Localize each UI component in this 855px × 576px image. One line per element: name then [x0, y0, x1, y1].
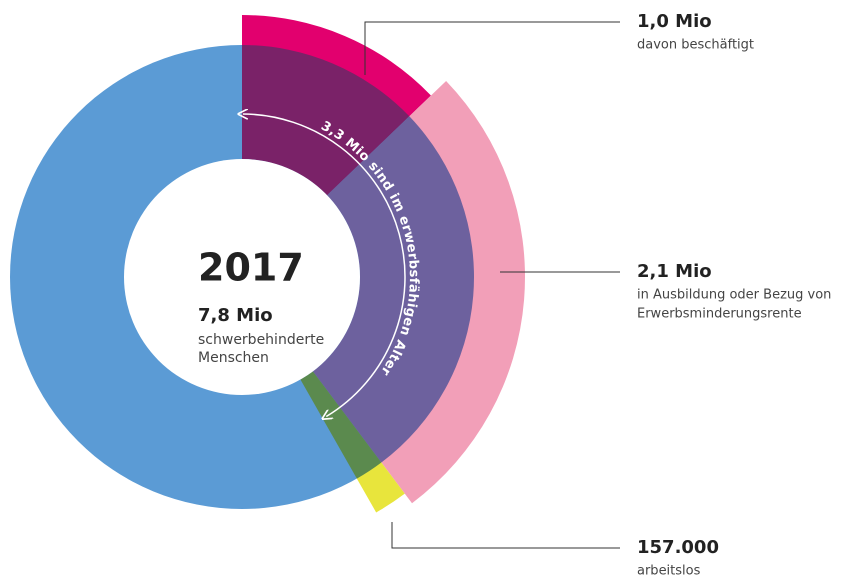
segment-description: Erwerbsminderungsrente: [637, 307, 802, 322]
leader-line: [364, 21, 620, 75]
leader-line: [391, 522, 620, 549]
segment-description: in Ausbildung oder Bezug von: [637, 288, 831, 303]
total-text: Menschen: [198, 350, 269, 366]
labels: 1,0 Mio davon beschäftigt 2,1 Mio in Ausbil…: [364, 11, 831, 576]
total-text: schwerbehinderte: [198, 332, 324, 348]
segment-description: arbeitslos: [637, 564, 701, 576]
outer-segment: [356, 461, 405, 513]
year: 2017: [198, 246, 304, 290]
segment-value-label: 1,0 Mio: [637, 11, 712, 32]
outer-segment: [380, 80, 526, 504]
center-hole: [124, 159, 360, 395]
segment-value-label: 2,1 Mio: [637, 261, 712, 282]
segment-description: davon beschäftigt: [637, 38, 754, 53]
inner-segment: [312, 116, 474, 463]
segment-value-label: 157.000: [637, 537, 719, 558]
working-age-arrow: [243, 114, 406, 417]
total-label: 7,8 Mio: [198, 305, 273, 326]
